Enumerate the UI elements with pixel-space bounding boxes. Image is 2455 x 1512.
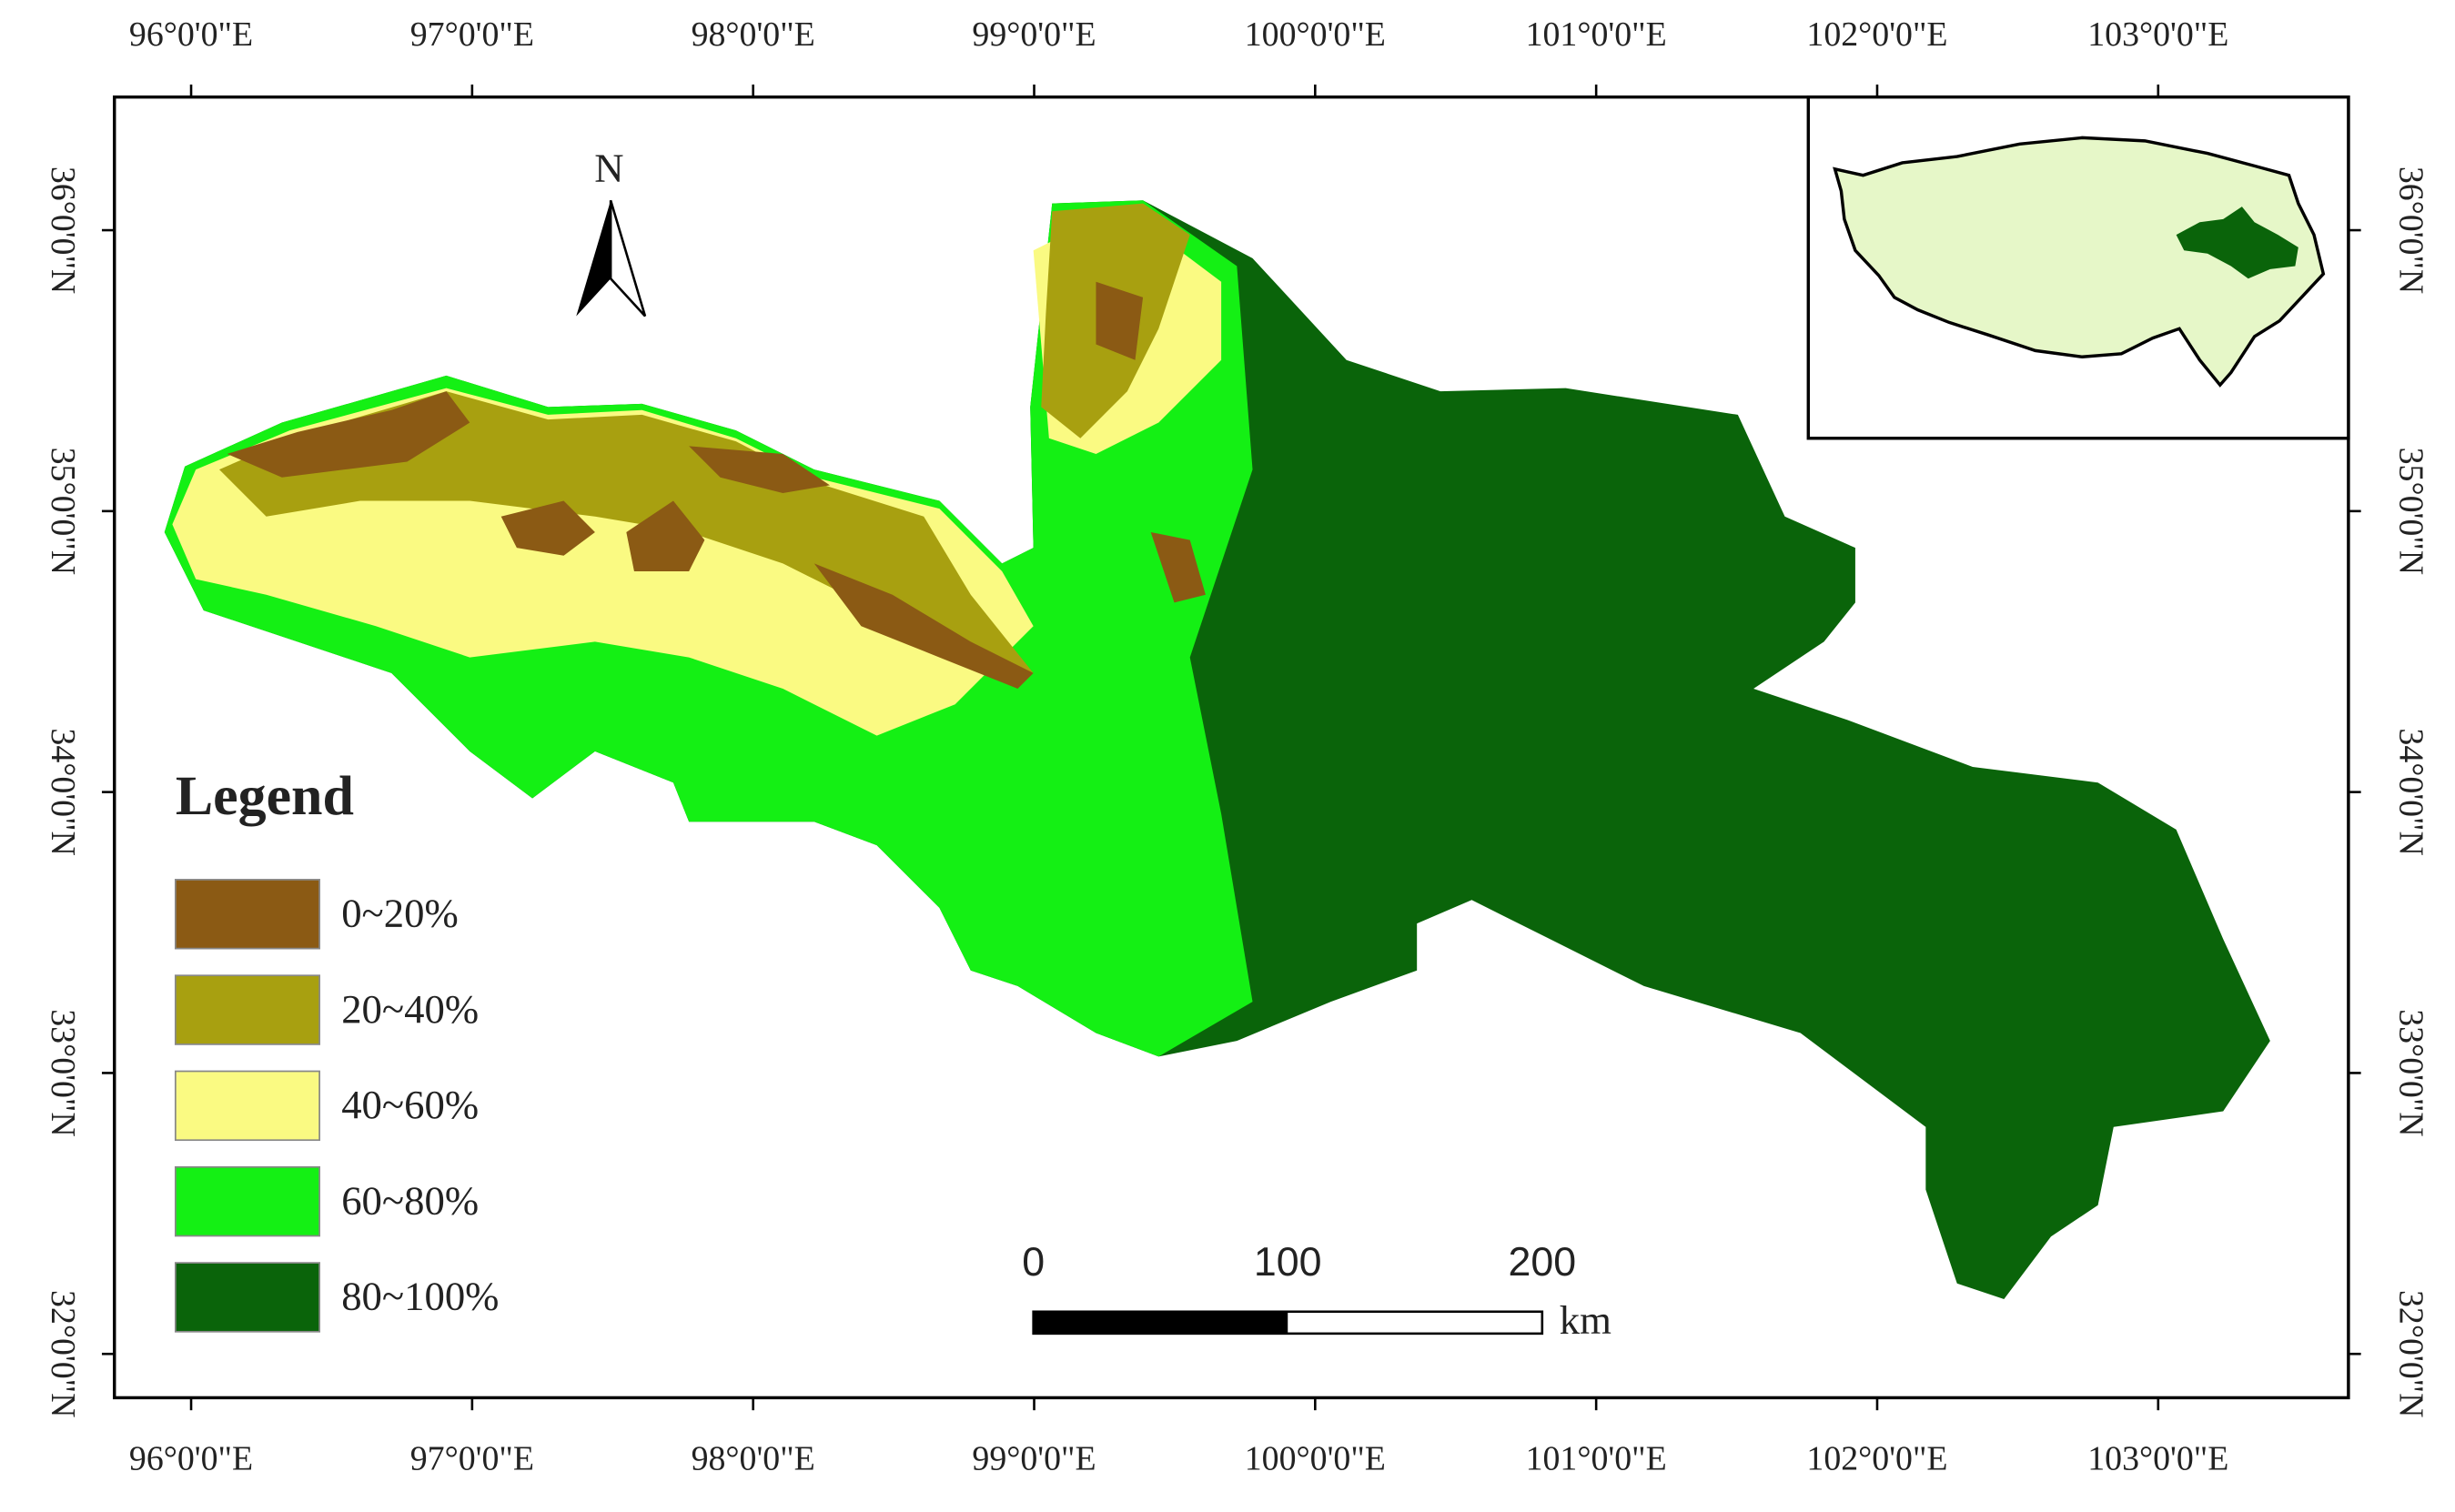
graticule-labels: 96°0'0"E 96°0'0"E 97°0'0"E 97°0'0"E 98°0'0"E…: [44, 15, 2430, 1478]
basin-location: [2176, 207, 2298, 279]
lat-label-right: 35°0'0"N: [2392, 448, 2430, 575]
lon-label-top: 102°0'0"E: [1806, 15, 1947, 54]
map-frame: [113, 95, 2350, 1400]
lat-label-right: 33°0'0"N: [2392, 1009, 2430, 1136]
lat-label-left: 34°0'0"N: [44, 728, 82, 855]
lon-label-bottom: 97°0'0"E: [410, 1440, 534, 1478]
lon-label-bottom: 103°0'0"E: [2087, 1440, 2228, 1478]
land-cover-region: [1150, 531, 1206, 603]
lon-label-bottom: 99°0'0"E: [972, 1440, 1096, 1478]
basin-map: [164, 200, 2270, 1300]
lat-label-left: 35°0'0"N: [44, 448, 82, 575]
inset-map: [1806, 95, 2350, 440]
scale-bar-label: 100: [1254, 1240, 1322, 1285]
lat-label-left: 32°0'0"N: [44, 1290, 82, 1417]
land-cover-region: [227, 391, 470, 478]
lon-label-top: 101°0'0"E: [1526, 15, 1667, 54]
north-label: N: [594, 146, 623, 191]
lon-label-bottom: 100°0'0"E: [1245, 1440, 1386, 1478]
legend-label: 0~20%: [341, 890, 459, 935]
lon-label-top: 97°0'0"E: [410, 15, 534, 54]
land-cover-region: [500, 500, 595, 556]
legend-swatch: [174, 1262, 320, 1333]
lat-label-right: 32°0'0"N: [2392, 1290, 2430, 1417]
scale-bar: 0 100 200 km: [1022, 1240, 1611, 1343]
legend-swatch: [174, 974, 320, 1045]
north-arrow-right: [609, 199, 647, 318]
lat-label-left: 36°0'0"N: [44, 166, 82, 294]
scale-bar-label: 200: [1509, 1240, 1577, 1285]
legend-swatch: [174, 879, 320, 950]
lon-label-bottom: 98°0'0"E: [692, 1440, 815, 1478]
land-cover-region: [813, 563, 1034, 690]
land-cover-region: [1096, 281, 1144, 360]
lon-label-top: 99°0'0"E: [972, 15, 1096, 54]
legend-label: 60~80%: [341, 1177, 479, 1223]
lon-label-bottom: 96°0'0"E: [129, 1440, 253, 1478]
legend-label: 80~100%: [341, 1274, 499, 1319]
scale-bar-unit: km: [1560, 1297, 1611, 1343]
land-cover-region: [689, 446, 830, 493]
lon-label-bottom: 102°0'0"E: [1806, 1440, 1947, 1478]
lon-label-top: 98°0'0"E: [692, 15, 815, 54]
legend-label: 20~40%: [341, 986, 479, 1032]
lon-label-top: 100°0'0"E: [1245, 15, 1386, 54]
scale-bar-segment: [1033, 1311, 1288, 1334]
lon-label-top: 96°0'0"E: [129, 15, 253, 54]
legend: Legend 0~20% 20~40% 40~60% 60~80% 80~100%: [174, 765, 499, 1333]
legend-title: Legend: [176, 765, 354, 827]
legend-label: 40~60%: [341, 1082, 479, 1127]
land-cover-region: [626, 500, 705, 571]
scale-bar-label: 0: [1022, 1240, 1045, 1285]
lat-label-right: 34°0'0"N: [2392, 728, 2430, 855]
lat-label-right: 36°0'0"N: [2392, 166, 2430, 294]
plateau-outline: [1833, 136, 2326, 388]
legend-swatch: [174, 1165, 320, 1237]
lat-label-left: 33°0'0"N: [44, 1009, 82, 1136]
lon-label-bottom: 101°0'0"E: [1526, 1440, 1667, 1478]
legend-swatch: [174, 1070, 320, 1142]
land-cover-region: [219, 391, 1034, 673]
lon-label-top: 103°0'0"E: [2087, 15, 2228, 54]
